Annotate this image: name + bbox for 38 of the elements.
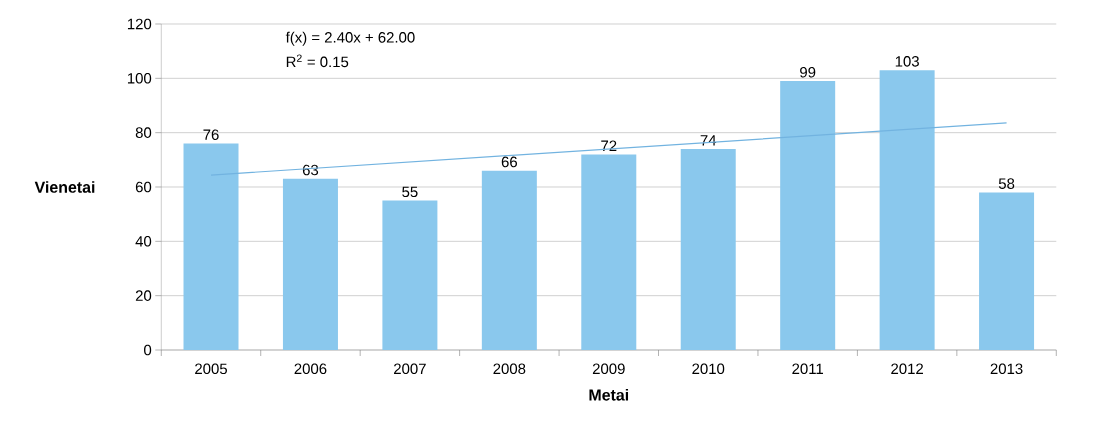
y-tick-label: 80	[135, 127, 152, 138]
annotation: f(x) = 2.40x + 62.00	[285, 31, 415, 46]
x-tick-label: 2007	[394, 363, 426, 375]
data-label: 63	[302, 164, 319, 176]
x-tick-label: 2012	[891, 363, 923, 375]
y-tick-label: 120	[127, 18, 152, 30]
bar	[282, 178, 338, 350]
x-tick-label: 2013	[990, 363, 1023, 375]
bar	[382, 200, 438, 350]
x-tick-label: 2005	[195, 363, 227, 375]
y-tick-label: 100	[127, 73, 152, 84]
bar	[680, 148, 736, 350]
x-tick-label: 2011	[792, 363, 824, 375]
y-tick-label: 0	[144, 344, 152, 356]
y-axis-title: Vienetai	[34, 181, 95, 193]
data-label: 58	[998, 178, 1015, 189]
y-tick-label: 40	[135, 236, 152, 247]
data-label: 99	[800, 66, 816, 78]
x-tick-label: 2010	[692, 363, 725, 375]
x-tick-label: 2008	[493, 363, 526, 375]
data-label: 103	[895, 56, 919, 67]
data-label: 66	[501, 156, 517, 168]
y-tick-label: 20	[135, 290, 152, 301]
x-tick-label: 2009	[592, 363, 625, 375]
x-tick-label: 2006	[294, 363, 327, 375]
bar	[879, 70, 935, 350]
data-label: 74	[700, 135, 717, 146]
bar	[481, 170, 537, 350]
annotation: R$^{2}$ = 0.15	[286, 54, 349, 68]
bar	[183, 143, 239, 350]
x-axis-title: Metai	[589, 388, 629, 401]
y-tick-label: 60	[135, 181, 152, 193]
bar	[581, 154, 637, 350]
bar	[979, 192, 1035, 350]
data-label: 72	[601, 140, 617, 151]
data-label: 76	[203, 129, 219, 141]
data-label: 55	[402, 186, 418, 198]
bar	[780, 81, 836, 350]
